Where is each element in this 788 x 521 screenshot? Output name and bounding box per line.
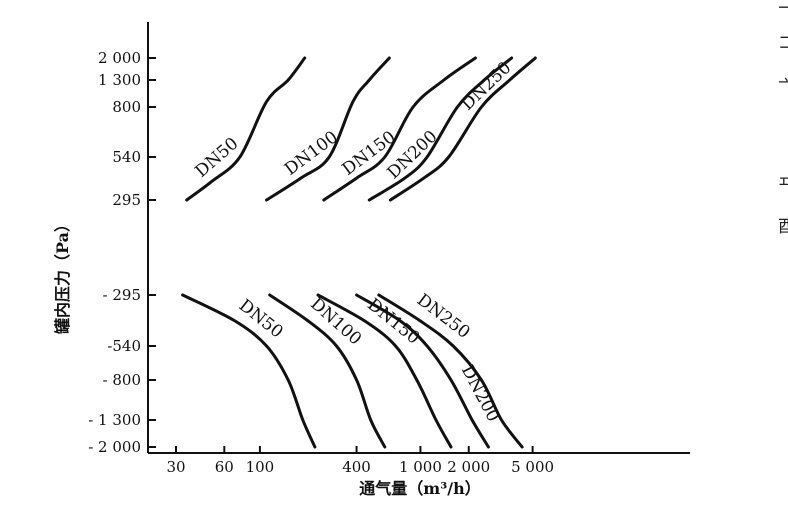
- y-tick-label: 2 000: [98, 49, 141, 67]
- x-tick-label: 30: [166, 458, 185, 476]
- y-tick-label: 1 300: [98, 71, 141, 89]
- curve-label-positive-dn50: DN50: [192, 134, 243, 182]
- curve-label-negative-dn100: DN100: [306, 294, 365, 349]
- edge-glyph: 酉: [778, 217, 788, 237]
- y-tick-label: - 800: [103, 371, 141, 389]
- curve-label-positive-dn250: DN250: [458, 58, 516, 115]
- y-axis-title: 罐内压力（Pa）: [53, 216, 72, 335]
- curve-label-negative-dn200: DN200: [457, 362, 503, 425]
- x-tick-label: 60: [215, 458, 234, 476]
- x-ticks: 30 60 100 400 1 000 2 000 5 000: [166, 446, 554, 476]
- curve-positive-dn100: [265, 56, 391, 202]
- curve-negative-dn200: [355, 293, 490, 449]
- y-tick-label: - 1 300: [88, 411, 141, 429]
- curve-label-negative-dn250: DN250: [413, 290, 474, 343]
- y-tick-label: -540: [107, 337, 141, 355]
- curve-negative-dn150: [316, 293, 453, 449]
- x-tick-label: 100: [246, 458, 275, 476]
- y-tick-label: 540: [112, 148, 141, 166]
- x-tick-label: 2 000: [447, 458, 490, 476]
- curve-negative-dn250: [377, 293, 524, 449]
- x-tick-label: 1 000: [399, 458, 442, 476]
- y-ticks: 2 000 1 300 800 540 295 - 295 -540 - 800 - 1 300…: [88, 49, 156, 456]
- x-tick-label: 5 000: [511, 458, 554, 476]
- curve-positive-dn250: [388, 56, 537, 202]
- curve-negative-dn100: [268, 293, 387, 449]
- edge-glyph: 二: [778, 0, 788, 13]
- curve-positive-dn50: [185, 56, 307, 202]
- edge-glyph: ヰ: [778, 173, 788, 193]
- y-tick-label: - 2 000: [88, 438, 141, 456]
- edge-glyph: 亠: [778, 77, 788, 97]
- axes: [147, 22, 690, 454]
- x-tick-label: 400: [342, 458, 371, 476]
- y-tick-label: 295: [112, 191, 141, 209]
- edge-glyph: ゴ: [778, 32, 788, 53]
- curve-positive-dn200: [367, 56, 514, 202]
- x-axis-title: 通气量（m³/h）: [359, 479, 480, 498]
- curve-positive-dn150: [322, 56, 477, 202]
- y-tick-label: 800: [112, 98, 141, 116]
- y-tick-label: - 295: [103, 286, 141, 304]
- curve-negative-dn50: [181, 293, 317, 449]
- curves: [181, 56, 537, 449]
